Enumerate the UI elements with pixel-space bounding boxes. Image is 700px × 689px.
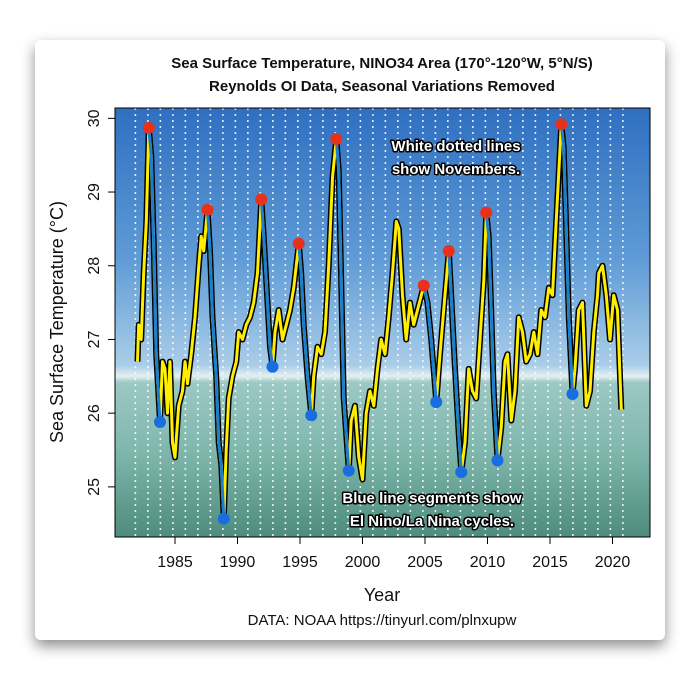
annotation: White dotted lines xyxy=(391,138,520,155)
line xyxy=(136,122,623,521)
x-axis-label: Year xyxy=(364,585,400,605)
peak-marker xyxy=(480,206,493,219)
trough-marker xyxy=(566,388,579,400)
x-tick-label: 2000 xyxy=(345,554,381,571)
trough-marker xyxy=(217,512,230,525)
peak-marker xyxy=(330,132,343,145)
caption: DATA: NOAA https://tinyurl.com/plnxupw xyxy=(248,612,517,629)
x-tick-label: 2010 xyxy=(470,554,506,571)
annotation: Blue line segments show xyxy=(342,490,522,507)
x-tick-label: 1985 xyxy=(157,554,193,571)
cycle-segment xyxy=(147,127,162,423)
peak-marker xyxy=(142,121,155,134)
y-axis-label: Sea Surface Temperature (°C) xyxy=(47,201,67,443)
plot-area xyxy=(134,108,625,537)
trough-marker xyxy=(266,360,279,373)
cycle-segment xyxy=(334,138,351,471)
x-tick-label: 1995 xyxy=(282,554,318,571)
plot-frame xyxy=(114,107,651,538)
y-tick-label: 26 xyxy=(86,404,103,422)
peak-marker xyxy=(442,245,455,257)
y-tick-label: 25 xyxy=(86,478,103,496)
chart-subtitle: Reynolds OI Data, Seasonal Variations Re… xyxy=(209,78,555,95)
trough-marker xyxy=(305,409,318,422)
cycle-segment xyxy=(259,199,274,367)
annotation: El Nino/La Nina cycles. xyxy=(350,513,514,530)
annotation: show Novembers. xyxy=(392,161,520,178)
cycle-segment xyxy=(559,124,574,395)
trough-marker xyxy=(491,454,504,467)
y-tick-label: 28 xyxy=(86,257,103,275)
annotations: White dotted lines show Novembers. Blue … xyxy=(341,136,524,531)
x-tick-label: 2005 xyxy=(407,554,443,571)
peak-marker xyxy=(555,118,568,131)
peak-marker xyxy=(292,237,305,250)
cycle-segment xyxy=(422,285,438,403)
y-tick-label: 29 xyxy=(86,183,103,201)
peak-marker xyxy=(201,203,214,216)
peak-marker xyxy=(255,193,268,206)
trough-marker xyxy=(154,416,166,429)
trough-marker xyxy=(430,396,443,409)
peak-marker xyxy=(417,279,430,292)
trough-marker xyxy=(455,466,468,479)
y-tick-label: 30 xyxy=(86,109,103,127)
cycle-segment xyxy=(206,209,226,519)
cycle-segment xyxy=(484,212,499,461)
x-tick-label: 1990 xyxy=(220,554,256,571)
cycle-segment xyxy=(447,250,463,473)
x-tick-label: 2020 xyxy=(595,554,631,571)
y-tick-label: 27 xyxy=(86,330,103,348)
trough-marker xyxy=(342,464,355,477)
chart-title: Sea Surface Temperature, NINO34 Area (17… xyxy=(171,55,593,72)
cycle-segment xyxy=(297,243,313,416)
x-tick-label: 2015 xyxy=(532,554,568,571)
